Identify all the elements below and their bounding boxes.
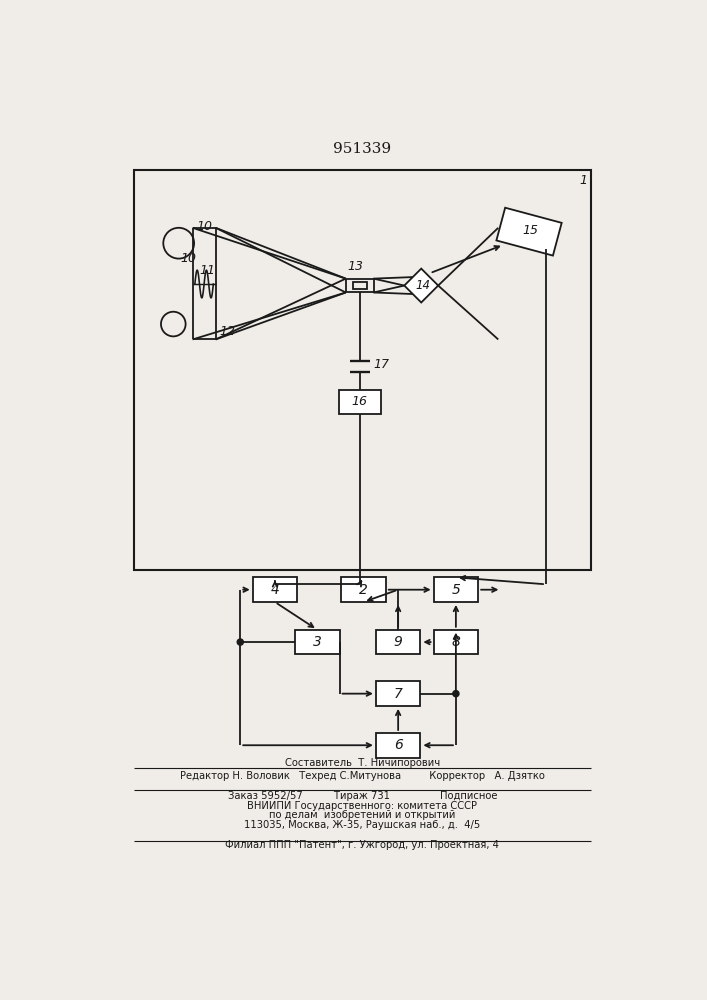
Bar: [376, 681, 421, 706]
Text: Составитель  Т. Ничипорович: Составитель Т. Ничипорович: [285, 758, 440, 768]
Circle shape: [161, 312, 186, 336]
Text: 8: 8: [452, 635, 460, 649]
Bar: [252, 577, 297, 602]
Text: 17: 17: [373, 358, 389, 371]
Text: 14: 14: [415, 279, 431, 292]
Text: 3: 3: [313, 635, 322, 649]
Circle shape: [356, 581, 363, 587]
Polygon shape: [496, 208, 561, 256]
Text: 15: 15: [522, 224, 539, 237]
Polygon shape: [404, 269, 438, 302]
Circle shape: [163, 228, 194, 259]
Bar: [376, 630, 421, 654]
Text: ВНИИПИ Государственного: комитета СССР: ВНИИПИ Государственного: комитета СССР: [247, 801, 477, 811]
Text: Заказ 5952/57          Тираж 731                Подписное: Заказ 5952/57 Тираж 731 Подписное: [228, 791, 497, 801]
Text: 13: 13: [348, 260, 364, 273]
Text: 1: 1: [579, 174, 588, 187]
Bar: [433, 630, 478, 654]
Text: 113035, Москва, Ж-35, Раушская наб., д.  4/5: 113035, Москва, Ж-35, Раушская наб., д. …: [244, 820, 481, 830]
Text: 6: 6: [394, 738, 402, 752]
Text: 10: 10: [181, 252, 197, 265]
Text: 16: 16: [351, 395, 368, 408]
Circle shape: [238, 639, 243, 645]
Text: 4: 4: [271, 583, 279, 597]
Text: по делам  изобретений и открытий: по делам изобретений и открытий: [269, 810, 455, 820]
Text: 9: 9: [394, 635, 402, 649]
Text: 2: 2: [359, 583, 368, 597]
Text: 10: 10: [196, 220, 212, 233]
Bar: [341, 577, 386, 602]
Circle shape: [452, 691, 459, 697]
Bar: [346, 279, 373, 292]
Bar: [295, 630, 339, 654]
Bar: [339, 389, 381, 414]
Bar: [376, 733, 421, 758]
Text: 12: 12: [219, 325, 235, 338]
Text: Редактор Н. Воловик   Техред С.Митунова         Корректор   А. Дзятко: Редактор Н. Воловик Техред С.Митунова Ко…: [180, 771, 545, 781]
Text: 11: 11: [199, 264, 215, 277]
Text: Филиал ППП "Патент", г. Ужгород, ул. Проектная, 4: Филиал ППП "Патент", г. Ужгород, ул. Про…: [226, 840, 499, 850]
Bar: [134, 170, 591, 570]
Text: 7: 7: [394, 687, 402, 701]
Text: 951339: 951339: [333, 142, 392, 156]
Bar: [433, 577, 478, 602]
Bar: [353, 282, 366, 289]
Text: 5: 5: [452, 583, 460, 597]
